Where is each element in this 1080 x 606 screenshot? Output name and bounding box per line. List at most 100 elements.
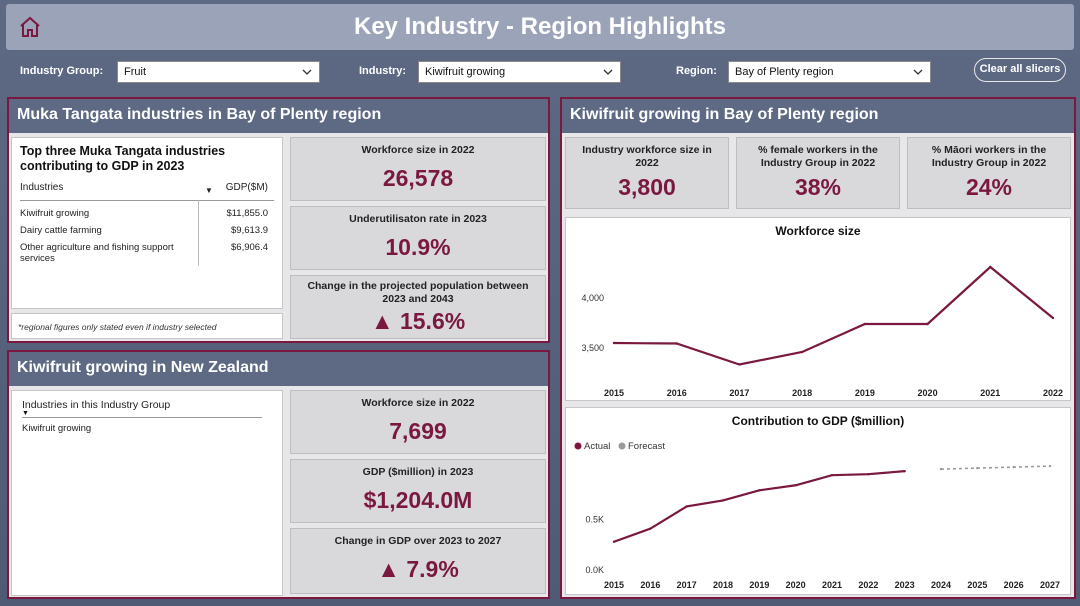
industry-group-list: Industries in this Industry Group ▼ Kiwi…	[11, 390, 283, 596]
list-header: Industries in this Industry Group	[22, 399, 171, 411]
table-row[interactable]: Other agriculture and fishing support se…	[20, 242, 274, 264]
kpi-value: 24%	[965, 174, 1013, 200]
region-value: Bay of Plenty region	[735, 66, 834, 78]
kpi-label: % Māori workers in the Industry Group in…	[931, 144, 1047, 169]
industry-value: Kiwifruit growing	[425, 66, 506, 78]
data-point	[976, 466, 979, 470]
sort-icon[interactable]: ▼	[22, 410, 29, 417]
series-line	[940, 465, 1051, 470]
industry-dropdown[interactable]: Kiwifruit growing	[418, 61, 621, 83]
kpi-card: Industry workforce size in 2022 3,800	[565, 137, 729, 209]
y-tick-label: 3,500	[581, 343, 604, 353]
kpi-value: $1,204.0M	[363, 487, 473, 513]
muka-tangata-section: Muka Tangata industries in Bay of Plenty…	[7, 97, 550, 343]
kpi-card: Change in GDP over 2023 to 2027 ▲ 7.9%	[290, 528, 546, 594]
x-tick-label: 2026	[1004, 580, 1024, 590]
list-item[interactable]: Kiwifruit growing	[22, 423, 92, 434]
kpi-value: 3,800	[618, 174, 676, 200]
workforce-line-chart: 3,500 4,000 2015 2016 2017 2018 2019 2020 2021 20…	[581, 265, 1063, 398]
page-title: Key Industry - Region Highlights	[353, 13, 726, 40]
chevron-down-icon	[603, 69, 613, 75]
chevron-down-icon	[302, 69, 312, 75]
kpi-value: 38%	[794, 174, 842, 200]
x-tick-label: 2021	[980, 388, 1000, 398]
kpi-card: % female workers in the Industry Group i…	[736, 137, 900, 209]
kpi-label: Workforce size in 2022	[361, 144, 475, 156]
series-line	[613, 470, 905, 543]
data-point	[721, 499, 725, 502]
data-point	[867, 472, 870, 476]
kpi-value: ▲ 7.9%	[377, 556, 459, 582]
data-point	[1051, 316, 1055, 320]
x-tick-label: 2016	[640, 580, 660, 590]
home-button[interactable]	[16, 13, 44, 41]
sort-icon[interactable]: ▼	[205, 186, 213, 195]
data-point	[926, 322, 929, 326]
region-dropdown[interactable]: Bay of Plenty region	[728, 61, 931, 83]
kpi-card: Change in the projected population betwe…	[290, 275, 546, 339]
legend-label: Actual	[584, 441, 610, 452]
nz-section-title: Kiwifruit growing in New Zealand	[9, 352, 548, 386]
kpi-label: Industry workforce size in 2022	[582, 144, 712, 169]
y-tick-label: 0.0K	[585, 565, 604, 575]
col-gdp: GDP($M)	[225, 182, 268, 193]
top-industries-table: Top three Muka Tangata industries contri…	[11, 137, 283, 309]
kpi-value: 7,699	[389, 418, 447, 444]
table-title: Top three Muka Tangata industries contri…	[20, 144, 226, 173]
column-divider	[198, 200, 199, 266]
kpi-card: % Māori workers in the Industry Group in…	[907, 137, 1071, 209]
x-tick-label: 2016	[667, 388, 687, 398]
x-tick-label: 2015	[604, 388, 624, 398]
row-industry: Kiwifruit growing	[20, 208, 90, 219]
data-point	[800, 350, 804, 354]
kpi-card: Underutilisaton rate in 2023 10.9%	[290, 206, 546, 270]
data-point	[685, 505, 688, 508]
legend-marker	[618, 442, 626, 450]
data-point	[649, 527, 652, 530]
col-industries: Industries	[20, 182, 64, 193]
x-tick-label: 2025	[967, 580, 987, 590]
workforce-chart: Workforce size 3,500 4,000 2015 2016 2017 201…	[565, 217, 1071, 401]
x-tick-label: 2019	[855, 388, 875, 398]
note-panel: *regional figures only stated even if in…	[11, 313, 283, 339]
x-tick-label: 2024	[931, 580, 951, 590]
chart-title: Workforce size	[775, 224, 861, 238]
data-point	[675, 342, 678, 345]
table-row[interactable]: Kiwifruit growing $11,855.0	[20, 208, 274, 219]
kpi-label: GDP ($million) in 2023	[362, 466, 474, 478]
x-tick-label: 2027	[1040, 580, 1060, 590]
data-point	[830, 473, 834, 477]
data-point	[612, 341, 616, 345]
new-zealand-section: Kiwifruit growing in New Zealand Industr…	[7, 350, 550, 599]
data-point	[903, 469, 906, 473]
kpi-label: Workforce size in 2022	[361, 397, 475, 409]
data-point	[738, 363, 741, 366]
x-tick-label: 2022	[1043, 388, 1063, 398]
kpi-label: Underutilisaton rate in 2023	[349, 213, 487, 225]
x-tick-label: 2018	[792, 388, 812, 398]
kpi-label: Change in GDP over 2023 to 2027	[334, 535, 502, 547]
list-divider	[22, 417, 262, 418]
regional-note: *regional figures only stated even if in…	[18, 322, 217, 332]
kpi-card: Workforce size in 2022 7,699	[290, 390, 546, 454]
row-gdp: $9,613.9	[231, 225, 268, 236]
industry-group-value: Fruit	[124, 66, 146, 78]
clear-all-slicers-button[interactable]: Clear all slicers	[974, 58, 1066, 82]
bay-of-plenty-section: Kiwifruit growing in Bay of Plenty regio…	[560, 97, 1076, 599]
legend-marker	[574, 442, 582, 450]
x-tick-label: 2015	[604, 580, 624, 590]
industry-group-dropdown[interactable]: Fruit	[117, 61, 320, 83]
data-point	[863, 322, 867, 326]
x-tick-label: 2023	[895, 580, 915, 590]
kpi-label: Change in the projected population betwe…	[307, 280, 529, 305]
row-industry: Dairy cattle farming	[20, 225, 102, 236]
industry-group-label: Industry Group:	[20, 65, 104, 77]
table-row[interactable]: Dairy cattle farming $9,613.9	[20, 225, 274, 236]
y-tick-label: 0.5K	[585, 515, 604, 525]
muka-section-title: Muka Tangata industries in Bay of Plenty…	[9, 99, 548, 133]
x-tick-label: 2020	[918, 388, 938, 398]
x-tick-label: 2018	[713, 580, 733, 590]
row-gdp: $6,906.4	[231, 242, 268, 253]
data-point	[612, 540, 616, 543]
x-tick-label: 2022	[858, 580, 878, 590]
